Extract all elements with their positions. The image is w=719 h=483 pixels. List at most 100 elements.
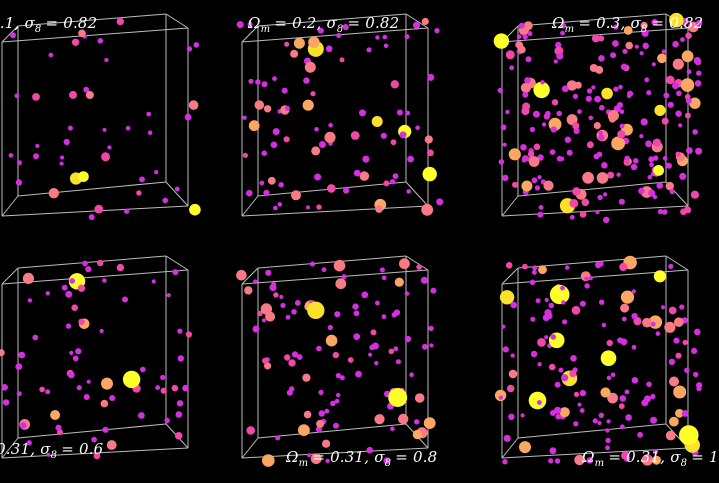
halo-sphere bbox=[668, 358, 676, 365]
halo-sphere bbox=[619, 424, 625, 430]
halo-sphere bbox=[186, 46, 193, 52]
halo-sphere bbox=[691, 347, 698, 354]
cube-edge bbox=[517, 13, 667, 27]
halo-sphere bbox=[560, 22, 567, 29]
halo-sphere bbox=[598, 261, 604, 267]
halo-sphere bbox=[333, 422, 339, 429]
halo-sphere bbox=[341, 274, 347, 280]
halo-sphere bbox=[556, 52, 564, 60]
halo-sphere bbox=[160, 387, 167, 394]
halo-sphere bbox=[529, 279, 536, 286]
halo-sphere bbox=[533, 143, 541, 151]
halo-sphere bbox=[607, 171, 615, 179]
halo-sphere bbox=[335, 372, 342, 379]
halo-sphere bbox=[553, 59, 558, 64]
halo-sphere bbox=[427, 73, 435, 81]
halo-sphere bbox=[549, 284, 570, 305]
simulation-panel: Ωm= 0.31, σ8= 0.6 bbox=[0, 242, 220, 483]
halo-sphere bbox=[644, 77, 650, 83]
halo-sphere bbox=[246, 426, 255, 435]
halo-sphere bbox=[59, 161, 64, 166]
halo-sphere bbox=[616, 102, 623, 109]
halo-sphere bbox=[638, 187, 645, 195]
halo-sphere bbox=[646, 381, 652, 388]
halo-sphere bbox=[284, 41, 290, 47]
halo-sphere bbox=[532, 265, 538, 271]
halo-sphere bbox=[618, 84, 623, 90]
halo-sphere bbox=[404, 34, 410, 40]
halo-sphere bbox=[556, 155, 563, 162]
halo-sphere bbox=[650, 393, 656, 400]
halo-sphere bbox=[538, 205, 544, 210]
halo-sphere bbox=[696, 382, 703, 389]
halo-sphere bbox=[406, 189, 411, 194]
halo-sphere bbox=[263, 105, 272, 113]
halo-sphere bbox=[8, 153, 14, 158]
halo-sphere bbox=[26, 440, 32, 446]
panel-label: Ωm= 0.31, σ8= 0.6 bbox=[0, 440, 103, 461]
halo-sphere bbox=[521, 106, 530, 116]
halo-sphere bbox=[554, 406, 562, 414]
halo-sphere bbox=[328, 122, 333, 128]
halo-sphere bbox=[316, 419, 325, 428]
halo-sphere bbox=[83, 394, 90, 400]
sigma-symbol: σ bbox=[374, 448, 385, 466]
halo-sphere bbox=[414, 393, 425, 403]
halo-sphere bbox=[279, 294, 284, 299]
halo-sphere bbox=[502, 174, 509, 182]
halo-sphere bbox=[1, 384, 9, 391]
halo-sphere bbox=[669, 188, 675, 195]
halo-sphere bbox=[375, 300, 380, 306]
halo-sphere bbox=[544, 297, 549, 303]
halo-sphere bbox=[75, 348, 82, 355]
halo-sphere bbox=[510, 353, 515, 358]
halo-sphere bbox=[339, 57, 345, 63]
halo-sphere bbox=[172, 269, 179, 276]
sigma-symbol: σ bbox=[630, 14, 641, 32]
halo-sphere bbox=[619, 395, 627, 402]
halo-sphere bbox=[252, 325, 260, 333]
halo-sphere bbox=[45, 389, 51, 395]
halo-sphere bbox=[82, 260, 88, 267]
halo-sphere bbox=[122, 296, 128, 303]
cube-wireframe bbox=[501, 255, 689, 459]
cube-edge bbox=[1, 25, 19, 43]
halo-sphere bbox=[694, 59, 702, 66]
halo-sphere bbox=[574, 454, 585, 466]
halo-sphere bbox=[76, 385, 82, 391]
halo-sphere bbox=[661, 49, 666, 54]
halo-sphere bbox=[45, 291, 51, 296]
halo-sphere bbox=[680, 208, 687, 216]
halo-sphere bbox=[244, 286, 253, 295]
halo-sphere bbox=[619, 123, 625, 129]
halo-sphere bbox=[78, 171, 89, 183]
halo-sphere bbox=[610, 372, 616, 378]
halo-sphere bbox=[388, 348, 395, 355]
halo-sphere bbox=[516, 34, 522, 39]
halo-sphere bbox=[366, 47, 372, 53]
halo-sphere bbox=[601, 162, 608, 169]
halo-sphere bbox=[522, 155, 529, 162]
halo-sphere bbox=[510, 301, 517, 309]
halo-sphere bbox=[291, 309, 297, 315]
halo-sphere bbox=[65, 290, 73, 298]
halo-sphere bbox=[666, 75, 675, 85]
halo-sphere bbox=[101, 377, 113, 390]
halo-sphere bbox=[39, 386, 45, 393]
halo-sphere bbox=[653, 155, 659, 161]
halo-sphere bbox=[392, 173, 399, 180]
halo-sphere bbox=[171, 384, 179, 392]
halo-sphere bbox=[649, 162, 654, 168]
cube-edge bbox=[165, 255, 189, 271]
halo-sphere bbox=[508, 369, 518, 379]
halo-sphere bbox=[686, 147, 693, 154]
halo-sphere bbox=[33, 153, 39, 160]
halo-sphere bbox=[606, 419, 611, 424]
halo-sphere bbox=[656, 182, 663, 189]
halo-sphere bbox=[573, 391, 580, 397]
halo-sphere bbox=[603, 216, 610, 224]
halo-sphere bbox=[391, 312, 397, 318]
halo-sphere bbox=[85, 266, 92, 273]
halo-sphere bbox=[332, 351, 339, 359]
halo-sphere bbox=[116, 263, 125, 272]
